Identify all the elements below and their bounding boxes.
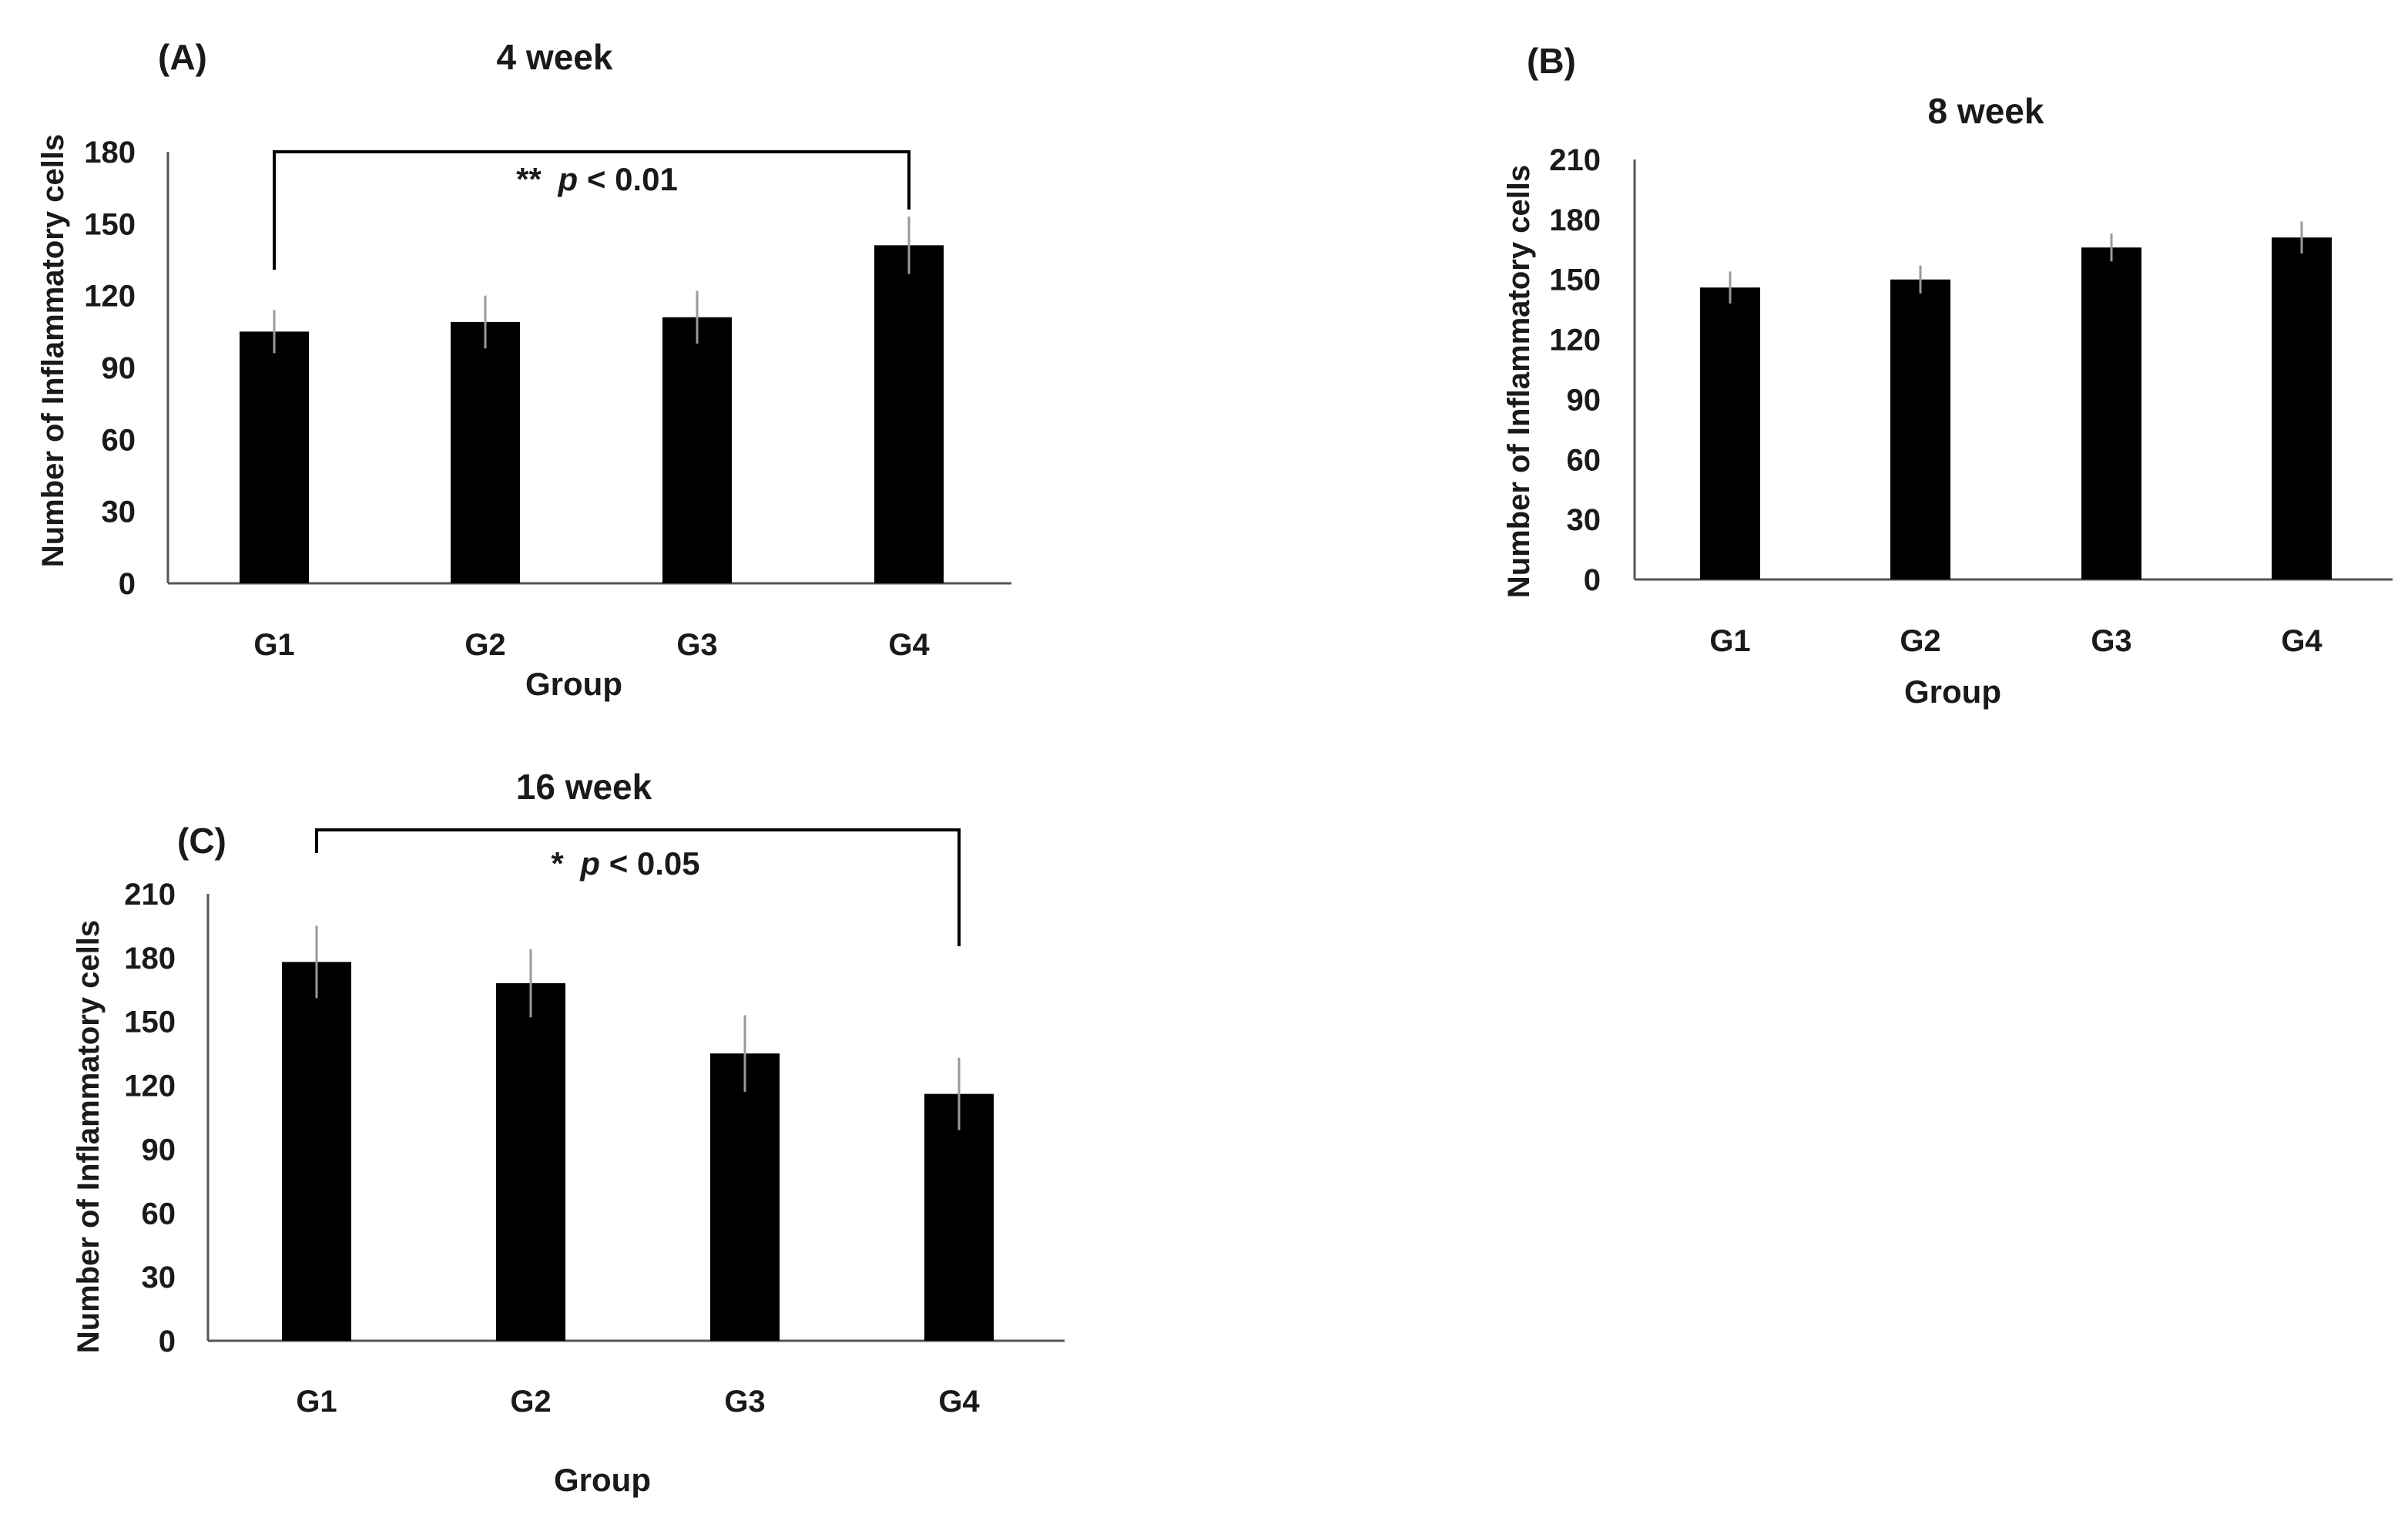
panel-c-significance-label: * p < 0.05 bbox=[551, 845, 699, 882]
panel-b-x-ticks: G1 G2 G3 G4 bbox=[1709, 624, 2322, 658]
panel-b-y-tick-label: 60 bbox=[1567, 443, 1601, 477]
panel-b-y-tick-label: 90 bbox=[1567, 383, 1601, 417]
panel-a-y-tick-label: 30 bbox=[102, 495, 136, 529]
panel-b-bars bbox=[1700, 221, 2332, 579]
panel-b-bar-g2 bbox=[1890, 279, 1950, 579]
panel-c-x-tick-label: G4 bbox=[938, 1385, 980, 1419]
panel-c-x-ticks: G1 G2 G3 G4 bbox=[296, 1385, 980, 1419]
panel-b-bar-g4 bbox=[2272, 237, 2332, 579]
panel-a-y-tick-label: 0 bbox=[119, 567, 136, 601]
panel-a-significance-label: ** p < 0.01 bbox=[516, 161, 678, 197]
panel-a-bar-g1 bbox=[240, 331, 309, 583]
panel-a-y-tick-label: 180 bbox=[84, 136, 136, 170]
panel-c-sig-text: < 0.05 bbox=[609, 845, 700, 882]
panel-c-label: (C) bbox=[177, 821, 226, 861]
panel-c-x-tick-label: G2 bbox=[510, 1385, 551, 1419]
panel-a-sig-stars: ** bbox=[516, 161, 542, 197]
panel-a-x-axis-label: Group bbox=[525, 666, 622, 702]
panel-b-x-tick-label: G4 bbox=[2281, 624, 2322, 658]
panel-a-x-tick-label: G2 bbox=[464, 628, 505, 662]
panel-c-significance-bracket bbox=[315, 828, 961, 946]
panel-c-y-tick-label: 120 bbox=[124, 1070, 176, 1103]
panel-c-sig-stars: * bbox=[551, 845, 564, 882]
panel-b-label: (B) bbox=[1527, 41, 1576, 81]
panel-b-y-tick-label: 180 bbox=[1549, 203, 1601, 237]
panel-c-bar-g4 bbox=[924, 1093, 994, 1341]
panel-b-x-tick-label: G3 bbox=[2091, 624, 2131, 658]
panel-b-y-tick-label: 30 bbox=[1567, 503, 1601, 537]
panel-a-y-ticks: 0 30 60 90 120 150 180 bbox=[84, 136, 136, 601]
panel-a-y-tick-label: 150 bbox=[84, 207, 136, 241]
panel-b-title: 8 week bbox=[1928, 91, 2044, 131]
panel-a-title: 4 week bbox=[497, 37, 613, 77]
panel-c-bar-g2 bbox=[496, 983, 565, 1341]
panel-c-y-tick-label: 0 bbox=[159, 1325, 176, 1358]
panel-b-bar-g3 bbox=[2081, 247, 2141, 579]
panel-c-y-tick-label: 60 bbox=[142, 1197, 176, 1231]
panel-a-x-tick-label: G3 bbox=[676, 628, 717, 662]
panel-a-bars bbox=[240, 217, 944, 583]
panel-a-bar-g3 bbox=[662, 317, 732, 583]
panel-c-y-tick-label: 180 bbox=[124, 942, 176, 976]
panel-a-sig-text: < 0.01 bbox=[587, 161, 678, 197]
panel-a-bar-g4 bbox=[874, 245, 944, 583]
panel-b-y-ticks: 0 30 60 90 120 150 180 210 bbox=[1549, 143, 1601, 597]
panel-c-y-tick-label: 150 bbox=[124, 1006, 176, 1039]
panel-a-label: (A) bbox=[158, 37, 207, 77]
panel-c-y-tick-label: 30 bbox=[142, 1261, 176, 1295]
panel-a: (A) 4 week Number of Inflammatory cells … bbox=[36, 37, 1011, 702]
panel-c-y-tick-label: 210 bbox=[124, 878, 176, 912]
panel-a-sig-p: p bbox=[558, 161, 579, 197]
panel-c-bars bbox=[282, 925, 994, 1341]
panel-c-x-axis-label: Group bbox=[554, 1462, 651, 1498]
panel-c-y-axis-label: Number of Inflammatory cells bbox=[72, 920, 106, 1353]
panel-c-x-tick-label: G3 bbox=[724, 1385, 765, 1419]
panel-b-y-tick-label: 210 bbox=[1549, 143, 1601, 177]
panel-c-title: 16 week bbox=[516, 767, 652, 807]
panel-c-bar-g3 bbox=[710, 1053, 780, 1341]
panel-b-y-tick-label: 0 bbox=[1584, 563, 1601, 597]
panel-c-y-ticks: 0 30 60 90 120 150 180 210 bbox=[124, 878, 176, 1358]
panel-b-y-tick-label: 120 bbox=[1549, 324, 1601, 358]
panel-a-y-tick-label: 60 bbox=[102, 423, 136, 457]
panel-a-x-ticks: G1 G2 G3 G4 bbox=[253, 628, 930, 662]
panel-b-x-tick-label: G2 bbox=[1900, 624, 1940, 658]
panel-b-bar-g1 bbox=[1700, 287, 1760, 579]
panel-a-significance-bracket bbox=[273, 150, 911, 270]
panel-c-bar-g1 bbox=[282, 962, 351, 1341]
panel-a-x-tick-label: G1 bbox=[253, 628, 294, 662]
panel-a-y-tick-label: 120 bbox=[84, 280, 136, 314]
panel-c-sig-p: p bbox=[579, 845, 600, 882]
panel-b-y-axis-label: Number of Inflammatory cells bbox=[1502, 165, 1536, 598]
panel-b-y-tick-label: 150 bbox=[1549, 264, 1601, 297]
panel-b: (B) 8 week Number of Inflammatory cells … bbox=[1502, 41, 2393, 710]
panel-a-x-tick-label: G4 bbox=[888, 628, 930, 662]
panel-b-x-axis-label: Group bbox=[1904, 673, 2001, 710]
panel-c-y-tick-label: 90 bbox=[142, 1133, 176, 1167]
panel-c-x-tick-label: G1 bbox=[296, 1385, 337, 1419]
panel-b-x-tick-label: G1 bbox=[1709, 624, 1750, 658]
panel-c: (C) 16 week Number of Inflammatory cells… bbox=[72, 767, 1065, 1498]
panel-a-bar-g2 bbox=[451, 321, 520, 583]
panel-a-y-tick-label: 90 bbox=[102, 351, 136, 385]
panel-a-y-axis-label: Number of Inflammatory cells bbox=[36, 134, 70, 567]
